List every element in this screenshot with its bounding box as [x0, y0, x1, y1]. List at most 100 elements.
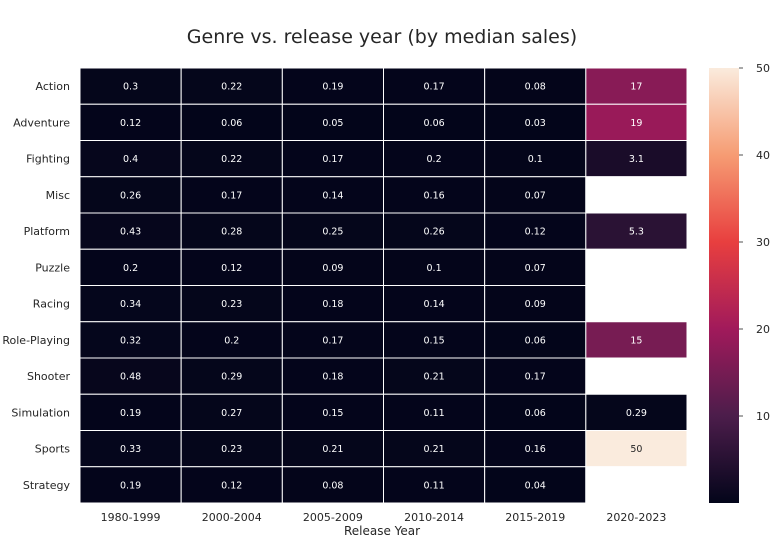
heatmap-cell — [383, 103, 486, 141]
chart-title: Genre vs. release year (by median sales) — [187, 26, 577, 48]
heatmap-cell — [484, 393, 587, 431]
heatmap-cell — [180, 248, 283, 286]
cell-value-label: 0.15 — [424, 335, 445, 346]
heatmap-cell — [79, 176, 182, 214]
cell-value-label: 0.22 — [221, 154, 242, 165]
heatmap-cells: 0.3 0.22 0.19 0.17 0.08 17 0.12 0.06 0.05 0.06 0.0… — [79, 67, 688, 504]
cell-value-label: 0.06 — [525, 335, 546, 346]
y-tick-label: Misc — [46, 189, 70, 202]
cell-value-label: 19 — [630, 118, 642, 129]
cell-value-label: 0.2 — [123, 263, 138, 274]
heatmap-cell — [585, 67, 688, 105]
heatmap-cell — [484, 176, 587, 214]
colorbar-tick-label: 50 — [756, 62, 770, 75]
cell-value-label: 0.23 — [221, 444, 242, 455]
cell-value-label: 0.11 — [424, 408, 445, 419]
colorbar-ticks: 10 20 30 40 50 — [739, 62, 770, 423]
cell-value-label: 0.06 — [424, 118, 445, 129]
cell-value-label: 5.3 — [629, 227, 644, 238]
y-tick-label: Shooter — [27, 370, 70, 383]
cell-value-label: 0.32 — [120, 335, 141, 346]
heatmap-cell — [484, 466, 587, 504]
cell-value-label: 0.4 — [123, 154, 138, 165]
cell-value-label: 0.06 — [525, 408, 546, 419]
heatmap-cell — [484, 285, 587, 323]
cell-value-label: 0.33 — [120, 444, 141, 455]
cell-value-label: 0.09 — [322, 263, 343, 274]
heatmap-cell — [383, 140, 486, 178]
x-tick-label: 2010-2014 — [404, 511, 464, 524]
row-labels: Action Adventure Fighting Misc Platform Puzzl… — [2, 80, 70, 492]
heatmap-cell — [383, 357, 486, 395]
cell-value-label: 0.18 — [322, 299, 343, 310]
y-tick-label: Simulation — [11, 406, 70, 419]
heatmap-cell — [281, 430, 385, 468]
cell-value-label: 0.26 — [120, 190, 141, 201]
heatmap-cell — [484, 357, 587, 395]
cell-value-label: 0.06 — [221, 118, 242, 129]
heatmap-cell — [281, 393, 385, 431]
cell-value-label: 0.17 — [322, 335, 343, 346]
heatmap-cell — [585, 103, 688, 141]
heatmap-cell — [281, 357, 385, 395]
cell-value-label: 0.17 — [322, 154, 343, 165]
cell-value-label: 0.21 — [424, 372, 445, 383]
cell-value-label: 0.28 — [221, 227, 242, 238]
cell-value-label: 0.14 — [322, 190, 343, 201]
cell-value-label: 0.14 — [424, 299, 445, 310]
cell-value-label: 0.1 — [528, 154, 543, 165]
heatmap-cell — [585, 212, 688, 250]
cell-value-label: 0.22 — [221, 82, 242, 93]
y-tick-label: Fighting — [26, 153, 70, 166]
cell-value-label: 0.29 — [626, 408, 647, 419]
column-labels: 1980-1999 2000-2004 2005-2009 2010-2014 2015… — [101, 511, 667, 524]
cell-value-label: 0.09 — [525, 299, 546, 310]
heatmap-cell — [180, 357, 283, 395]
cell-value-label: 0.19 — [120, 480, 141, 491]
cell-value-label: 0.2 — [224, 335, 239, 346]
heatmap-cell — [79, 67, 182, 105]
heatmap-cell — [180, 466, 283, 504]
heatmap-cell — [383, 466, 486, 504]
heatmap-cell — [180, 103, 283, 141]
heatmap-cell — [383, 176, 486, 214]
y-tick-label: Action — [36, 80, 70, 93]
cell-value-label: 0.16 — [525, 444, 546, 455]
colorbar-tick-label: 30 — [756, 236, 770, 249]
cell-value-label: 0.23 — [221, 299, 242, 310]
cell-value-label: 0.19 — [322, 82, 343, 93]
cell-value-label: 0.17 — [424, 82, 445, 93]
x-tick-label: 1980-1999 — [101, 511, 161, 524]
cell-value-label: 0.05 — [322, 118, 343, 129]
cell-value-label: 0.07 — [525, 190, 546, 201]
y-tick-label: Puzzle — [35, 261, 70, 274]
y-tick-label: Role-Playing — [2, 334, 70, 347]
cell-value-label: 0.1 — [427, 263, 442, 274]
heatmap-cell — [383, 321, 486, 359]
cell-value-label: 0.12 — [221, 480, 242, 491]
heatmap-cell — [180, 140, 283, 178]
cell-value-label: 0.2 — [427, 154, 442, 165]
heatmap-cell — [585, 248, 688, 286]
cell-value-label: 0.25 — [322, 227, 343, 238]
x-axis-label: Release Year — [344, 524, 420, 538]
cell-value-label: 0.03 — [525, 118, 546, 129]
x-tick-label: 2005-2009 — [303, 511, 363, 524]
cell-value-label: 0.3 — [123, 82, 138, 93]
heatmap-cell — [281, 321, 385, 359]
cell-value-label: 15 — [630, 335, 642, 346]
cell-value-label: 0.34 — [120, 299, 141, 310]
heatmap-cell — [585, 357, 688, 395]
heatmap-cell — [585, 285, 688, 323]
cell-value-label: 0.27 — [221, 408, 242, 419]
heatmap-cell — [585, 466, 688, 504]
heatmap-cell — [484, 212, 587, 250]
heatmap-cell — [585, 140, 688, 178]
heatmap-cell — [281, 176, 385, 214]
heatmap-cell — [180, 285, 283, 323]
x-tick-label: 2015-2019 — [505, 511, 565, 524]
colorbar-tick-label: 40 — [756, 149, 770, 162]
cell-value-label: 0.16 — [424, 190, 445, 201]
heatmap-cell — [79, 357, 182, 395]
cell-value-label: 0.15 — [322, 408, 343, 419]
